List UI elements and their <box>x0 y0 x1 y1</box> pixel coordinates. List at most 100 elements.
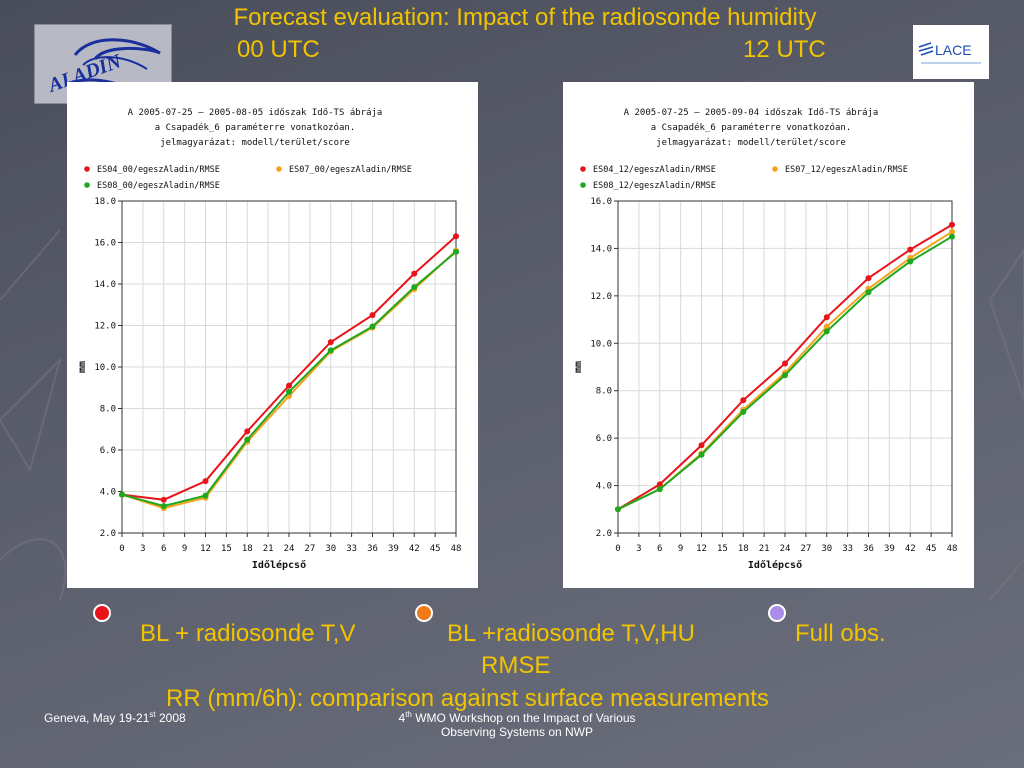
data-point <box>740 409 747 416</box>
y-tick-label: 2.0 <box>596 529 612 539</box>
data-point <box>656 486 663 493</box>
chart-00utc-svg: A 2005-07-25 – 2005-08-05 időszak Idő-TS… <box>77 108 462 571</box>
chart-12utc-svg: A 2005-07-25 – 2005-09-04 időszak Idő-TS… <box>573 108 957 571</box>
data-point <box>865 275 872 282</box>
x-tick-label: 36 <box>367 544 378 554</box>
legend-label-3: Full obs. <box>795 620 886 647</box>
data-point <box>907 258 914 265</box>
data-point <box>823 314 830 321</box>
data-point <box>160 503 167 510</box>
y-tick-label: 6.0 <box>596 434 612 444</box>
x-tick-label: 30 <box>325 544 336 554</box>
utc-left-label: 00 UTC <box>237 36 320 63</box>
x-tick-label: 48 <box>451 544 462 554</box>
data-point <box>369 323 376 330</box>
x-tick-label: 3 <box>140 544 145 554</box>
legend-entry: ES08_12/egeszAladin/RMSE <box>593 181 716 191</box>
x-tick-label: 12 <box>200 544 211 554</box>
data-point <box>823 328 830 335</box>
legend-label-2: BL +radiosonde T,V,HU <box>447 620 695 647</box>
aladin-logo: ALADIN <box>34 24 172 104</box>
y-tick-label: 2.0 <box>100 529 116 539</box>
x-tick-label: 18 <box>738 544 749 554</box>
y-tick-label: 10.0 <box>94 363 116 373</box>
legend-dot-purple <box>768 604 786 622</box>
x-tick-label: 27 <box>304 544 315 554</box>
y-tick-label: 6.0 <box>100 446 116 456</box>
legend-entry: ES04_12/egeszAladin/RMSE <box>593 165 716 175</box>
data-point <box>202 478 209 485</box>
data-point <box>949 228 955 235</box>
x-tick-label: 45 <box>926 544 937 554</box>
footer-location: Geneva, May 19-21st 2008 <box>44 710 186 725</box>
rmse-label: RMSE <box>481 652 551 679</box>
chart-header-line: A 2005-07-25 – 2005-08-05 időszak Idő-TS… <box>128 108 383 118</box>
x-tick-label: 33 <box>842 544 853 554</box>
legend-marker <box>276 166 282 172</box>
data-point <box>865 289 872 296</box>
data-point <box>907 246 914 253</box>
y-tick-label: 8.0 <box>596 387 612 397</box>
legend-marker <box>84 182 90 188</box>
x-axis-label: Időlépcső <box>252 559 306 571</box>
data-point <box>453 248 459 255</box>
chart-header-line: a Csapadék_6 paraméterre vonatkozóan. <box>155 122 355 133</box>
data-point <box>453 233 459 240</box>
chart-00utc: A 2005-07-25 – 2005-08-05 időszak Idő-TS… <box>67 82 478 588</box>
data-point <box>698 451 705 458</box>
legend-entry: ES07_00/egeszAladin/RMSE <box>289 165 412 175</box>
svg-text:LACE: LACE <box>935 42 972 58</box>
x-tick-label: 15 <box>221 544 232 554</box>
x-tick-label: 15 <box>717 544 728 554</box>
legend-marker <box>580 182 586 188</box>
x-tick-label: 27 <box>800 544 811 554</box>
lace-logo: LACE <box>913 25 989 79</box>
chart-header-line: jelmagyarázat: modell/terület/score <box>160 138 350 148</box>
x-tick-label: 9 <box>678 544 683 554</box>
data-point <box>698 442 705 449</box>
x-tick-label: 0 <box>119 544 124 554</box>
data-point <box>327 339 334 346</box>
chart-header-line: a Csapadék_6 paraméterre vonatkozóan. <box>651 122 851 133</box>
x-axis-label: Időlépcső <box>748 559 802 571</box>
y-tick-label: 16.0 <box>94 239 116 249</box>
data-point <box>119 491 125 498</box>
legend-caption: BL + radiosonde T,V BL +radiosonde T,V,H… <box>0 604 1024 664</box>
utc-right-label: 12 UTC <box>743 36 826 63</box>
x-tick-label: 42 <box>409 544 420 554</box>
x-tick-label: 30 <box>821 544 832 554</box>
data-point <box>411 270 418 277</box>
x-tick-label: 39 <box>884 544 895 554</box>
y-tick-label: 10.0 <box>590 339 612 349</box>
x-tick-label: 45 <box>430 544 441 554</box>
legend-entry: ES08_00/egeszAladin/RMSE <box>97 181 220 191</box>
data-point <box>286 382 292 389</box>
y-tick-label: 12.0 <box>590 292 612 302</box>
x-tick-label: 42 <box>905 544 916 554</box>
legend-dot-red <box>93 604 111 622</box>
y-tick-label: 4.0 <box>596 482 612 492</box>
x-tick-label: 33 <box>346 544 357 554</box>
data-point <box>411 284 418 291</box>
x-tick-label: 21 <box>263 544 274 554</box>
x-tick-label: 39 <box>388 544 399 554</box>
y-tick-label: 12.0 <box>94 322 116 332</box>
data-point <box>949 233 955 240</box>
data-point <box>286 388 292 395</box>
comparison-caption: RR (mm/6h): comparison against surface m… <box>166 685 769 712</box>
data-point <box>615 506 621 513</box>
x-tick-label: 24 <box>284 544 295 554</box>
data-point <box>369 312 376 319</box>
x-tick-label: 3 <box>636 544 641 554</box>
legend-entry: ES04_00/egeszAladin/RMSE <box>97 165 220 175</box>
data-point <box>782 372 788 379</box>
legend-marker <box>580 166 586 172</box>
data-point <box>782 360 788 367</box>
legend-dot-orange <box>415 604 433 622</box>
x-tick-label: 6 <box>657 544 662 554</box>
y-tick-label: 8.0 <box>100 405 116 415</box>
x-tick-label: 21 <box>759 544 770 554</box>
legend-marker <box>84 166 90 172</box>
data-point <box>949 221 955 228</box>
